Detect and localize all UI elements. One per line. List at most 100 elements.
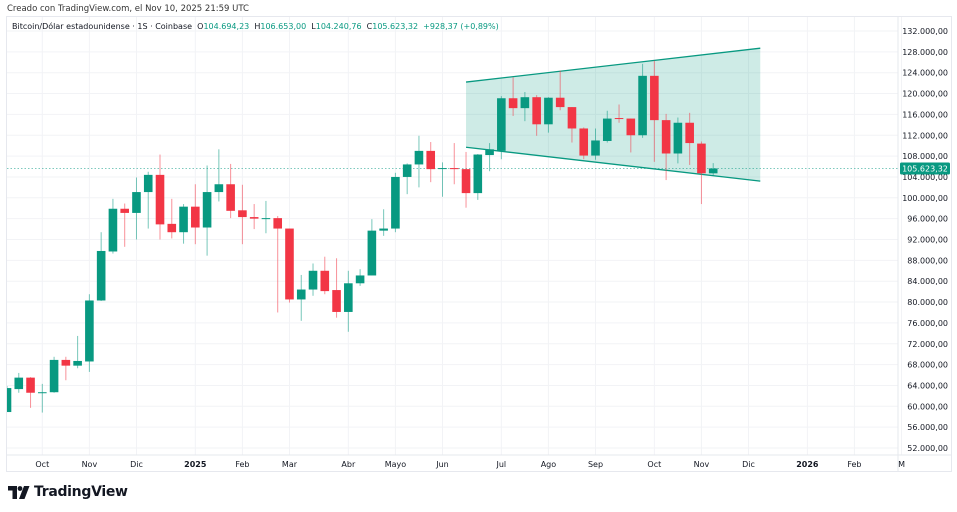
created-with-caption: Creado con TradingView.com, el Nov 10, 2…: [7, 4, 249, 14]
candle-body: [555, 97, 565, 108]
last-price-tag: [900, 162, 950, 175]
candle: [249, 204, 259, 230]
candle-body: [379, 228, 388, 231]
close-value: 105.623,32: [372, 22, 419, 31]
chart-frame: [6, 16, 952, 472]
candle: [555, 70, 565, 111]
candle-body: [367, 230, 377, 276]
y-tick-label: 52.000,00: [907, 444, 948, 453]
candle-body: [26, 377, 35, 393]
candle-body: [579, 128, 589, 156]
candle-body: [320, 270, 330, 292]
candle: [132, 177, 141, 240]
candle: [191, 184, 200, 245]
y-tick-label: 120.000,00: [902, 90, 948, 99]
y-tick-label: 104.000,00: [902, 173, 948, 182]
candle: [120, 203, 129, 247]
high-label: H: [254, 22, 261, 31]
candle: [638, 63, 647, 138]
candle: [49, 356, 59, 393]
candle-body: [191, 206, 200, 228]
candle: [391, 172, 400, 233]
candle-body: [650, 75, 659, 121]
y-tick-label: 84.000,00: [907, 277, 948, 286]
high-value: 106.653,00: [260, 22, 307, 31]
candle: [320, 256, 330, 295]
candle: [332, 258, 341, 318]
candle-body: [673, 122, 683, 154]
last-price-tag-label: 105.623,32: [902, 164, 948, 173]
y-tick-label: 132.000,00: [902, 27, 948, 36]
candle-body: [179, 206, 188, 233]
candle-body: [73, 360, 82, 366]
candle-body: [132, 192, 141, 213]
candle: [96, 232, 106, 302]
candle-body: [661, 120, 671, 154]
candle: [7, 385, 12, 413]
candle: [155, 154, 165, 240]
candle: [214, 149, 224, 202]
candle: [508, 77, 518, 116]
candle-body: [708, 168, 718, 174]
candle: [485, 143, 494, 172]
candle: [61, 356, 71, 381]
x-tick-label: Nov: [694, 460, 710, 469]
candle-body: [249, 217, 259, 219]
x-tick-label: 2026: [796, 460, 819, 469]
candle-body: [626, 118, 636, 136]
x-tick-label: Jun: [435, 460, 449, 469]
candle-body: [461, 169, 471, 194]
candle: [567, 107, 577, 143]
x-tick-label: M: [898, 460, 905, 469]
candle-body: [638, 75, 647, 136]
candle: [544, 97, 553, 133]
candle-body: [108, 208, 118, 252]
y-tick-label: 72.000,00: [907, 340, 948, 349]
candle: [532, 95, 541, 136]
y-tick-label: 80.000,00: [907, 298, 948, 307]
x-tick-label: Oct: [35, 460, 49, 469]
candle: [520, 91, 530, 122]
x-tick-label: Feb: [235, 460, 249, 469]
candle-body: [167, 223, 177, 233]
y-tick-label: 112.000,00: [902, 131, 948, 140]
candle-body: [355, 275, 365, 284]
candle-body: [402, 164, 412, 177]
candle: [426, 142, 436, 183]
candle-body: [14, 377, 24, 390]
y-tick-label: 88.000,00: [907, 256, 948, 265]
y-tick-label: 100.000,00: [902, 194, 948, 203]
candle: [626, 118, 636, 153]
candle: [85, 294, 94, 372]
candle-body: [214, 184, 224, 193]
candle-body: [261, 218, 271, 220]
candle-body: [532, 97, 541, 125]
x-tick-label: Abr: [341, 460, 356, 469]
candle-body: [238, 210, 247, 218]
x-tick-label: Mar: [282, 460, 298, 469]
candle: [238, 184, 247, 245]
candle: [355, 269, 365, 286]
y-tick-label: 60.000,00: [907, 402, 948, 411]
candle: [591, 128, 600, 160]
candle-body: [202, 192, 212, 228]
candle: [661, 113, 671, 181]
candle: [579, 127, 589, 160]
candle-body: [155, 174, 165, 225]
candle-body: [591, 140, 600, 156]
tradingview-logo-icon: [8, 485, 30, 499]
candle: [308, 263, 318, 296]
candle: [402, 163, 412, 195]
candle: [261, 200, 271, 234]
candle-body: [485, 149, 494, 156]
x-tick-label: 2025: [184, 460, 207, 469]
open-label: O: [197, 22, 204, 31]
y-tick-label: 108.000,00: [902, 152, 948, 161]
candle: [285, 228, 294, 303]
candle: [179, 204, 188, 244]
x-tick-label: Mayo: [385, 460, 407, 469]
y-tick-label: 128.000,00: [902, 48, 948, 57]
candle: [143, 171, 153, 229]
tradingview-logo[interactable]: TradingView: [8, 484, 128, 500]
